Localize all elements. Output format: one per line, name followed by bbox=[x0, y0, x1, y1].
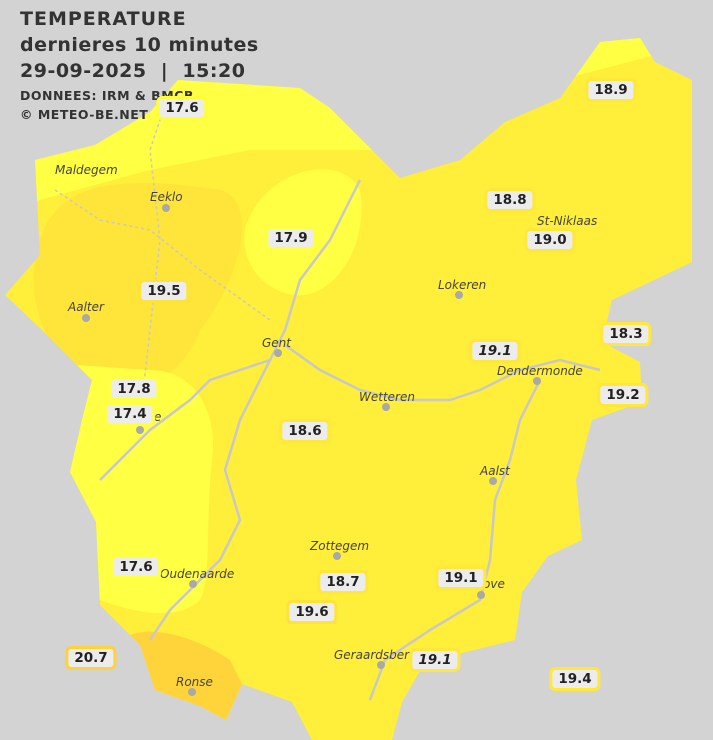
city-label: Geraardsberg bbox=[334, 648, 417, 662]
city-dot bbox=[333, 552, 341, 560]
city-label: Maldegem bbox=[55, 163, 118, 177]
city-label: Eeklo bbox=[150, 190, 183, 204]
city-label: Aalter bbox=[68, 300, 104, 314]
temperature-reading[interactable]: 17.6 bbox=[110, 555, 162, 579]
temperature-reading[interactable]: 18.3 bbox=[600, 322, 652, 346]
city-label: Lokeren bbox=[438, 278, 487, 292]
copyright: © METEO-BE.NET bbox=[20, 107, 149, 122]
map-title: TEMPERATURE bbox=[20, 8, 187, 30]
data-source: DONNEES: IRM & BMCB bbox=[20, 88, 194, 103]
temperature-reading[interactable]: 17.8 bbox=[108, 377, 160, 401]
temperature-reading[interactable]: 19.1 bbox=[409, 648, 461, 672]
city-label: Dendermonde bbox=[497, 364, 583, 378]
city-dot bbox=[477, 591, 485, 599]
city-dot bbox=[489, 477, 497, 485]
river-leie bbox=[99, 179, 362, 481]
temperature-reading[interactable]: 18.8 bbox=[484, 188, 536, 212]
city-label: Wetteren bbox=[359, 390, 415, 404]
city-dot bbox=[382, 403, 390, 411]
temperature-reading[interactable]: 18.7 bbox=[317, 570, 369, 594]
temperature-reading[interactable]: 19.2 bbox=[597, 383, 649, 407]
temperature-reading[interactable]: 19.6 bbox=[286, 600, 338, 624]
city-dot bbox=[189, 580, 197, 588]
city-dot bbox=[188, 688, 196, 696]
city-label: ove bbox=[483, 577, 505, 591]
city-dot bbox=[162, 204, 170, 212]
canal bbox=[54, 189, 271, 321]
city-dot bbox=[455, 291, 463, 299]
city-label: e bbox=[154, 410, 162, 424]
city-dot bbox=[82, 314, 90, 322]
city-label: Zottegem bbox=[310, 539, 370, 553]
river-schelde-upper bbox=[148, 359, 272, 641]
canals bbox=[54, 89, 271, 421]
city-label: Ronse bbox=[176, 675, 213, 689]
river-dender bbox=[368, 379, 542, 701]
temperature-reading[interactable]: 18.9 bbox=[585, 78, 637, 102]
canal bbox=[139, 89, 171, 421]
temperature-reading[interactable]: 18.6 bbox=[279, 419, 331, 443]
map-subtitle: dernieres 10 minutes bbox=[20, 34, 259, 56]
city-label: St-Niklaas bbox=[537, 214, 598, 228]
city-label: Aalst bbox=[480, 464, 510, 478]
city-dot bbox=[274, 349, 282, 357]
rivers bbox=[99, 179, 601, 701]
river-schelde bbox=[284, 343, 601, 402]
temperature-reading[interactable]: 17.9 bbox=[265, 226, 317, 250]
temperature-reading[interactable]: 17.4 bbox=[104, 402, 156, 426]
zone-west-19-5 bbox=[33, 182, 242, 388]
datetime: 29-09-2025 | 15:20 bbox=[20, 60, 246, 82]
temperature-reading[interactable]: 19.5 bbox=[138, 279, 190, 303]
city-dot bbox=[377, 661, 385, 669]
temperature-reading[interactable]: 19.4 bbox=[549, 667, 601, 691]
city-label: Oudenaarde bbox=[160, 567, 235, 581]
city-dot bbox=[136, 426, 144, 434]
temperature-reading[interactable]: 19.1 bbox=[469, 339, 521, 363]
temperature-reading[interactable]: 19.1 bbox=[435, 566, 487, 590]
temperature-reading[interactable]: 20.7 bbox=[65, 646, 117, 670]
temperature-reading[interactable]: 17.6 bbox=[156, 96, 208, 120]
temperature-reading[interactable]: 19.0 bbox=[524, 228, 576, 252]
city-dot bbox=[533, 377, 541, 385]
city-label: Gent bbox=[262, 336, 291, 350]
